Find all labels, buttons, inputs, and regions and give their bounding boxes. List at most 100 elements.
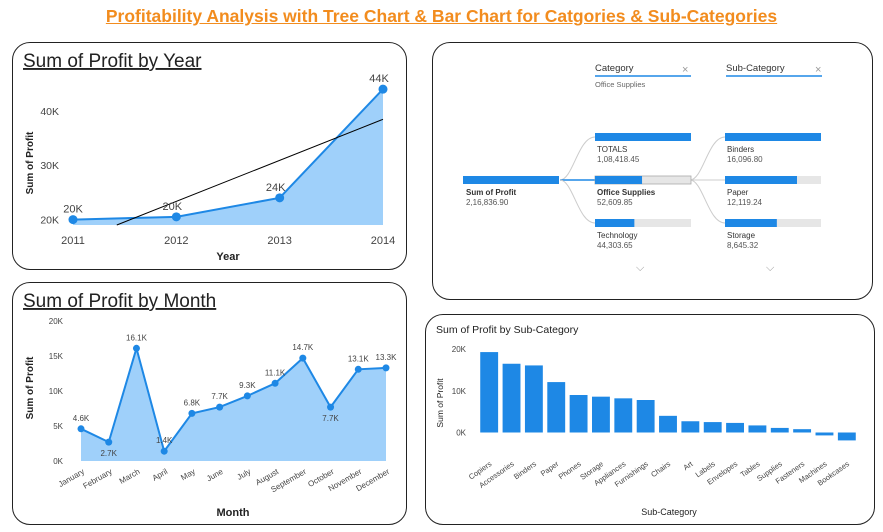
category-bar[interactable] [595,133,691,141]
category-expand-chevron-icon[interactable]: ⌵ [636,262,645,274]
month-point[interactable] [354,365,362,373]
month-data-label: 7.7K [322,414,339,423]
subcat-bar[interactable] [480,352,499,433]
subcat-bar[interactable] [748,425,767,433]
tree-chart: Category × Office Supplies Sub-Category … [463,63,822,274]
month-point[interactable] [271,379,279,387]
subcategory-clear-icon[interactable]: × [815,64,821,76]
month-data-label: 7.7K [211,392,228,401]
subcategory-filter-label[interactable]: Sub-Category [726,63,785,74]
month-ytick-label: 20K [49,317,64,326]
subcat-bar[interactable] [614,398,633,433]
year-point[interactable] [275,193,285,203]
year-ytick-label: 20K [40,215,59,227]
month-area [81,348,386,461]
month-ytick-label: 15K [49,352,64,361]
subcat-tick-label: Art [681,459,695,472]
subcat-bar[interactable] [636,400,655,433]
month-point[interactable] [132,344,140,352]
month-data-label: 16.1K [126,333,148,342]
subcat-bar[interactable] [815,432,834,436]
month-point[interactable] [105,438,113,446]
year-tick-label: 2012 [164,235,188,247]
connector-binders [689,136,726,181]
month-point[interactable] [77,425,85,433]
month-chart-xlabel: Month [217,507,250,519]
subcat-bar[interactable] [547,382,566,433]
month-tick-label: May [179,467,197,482]
year-data-label: 44K [369,73,389,85]
subcategory-bar[interactable] [725,133,821,141]
month-point[interactable] [188,409,196,417]
subcategory-bar[interactable] [725,176,797,184]
subcat-chart-panel: Sum of Profit by Sub-Category Sub-Catego… [425,314,875,525]
subcat-bar[interactable] [837,432,856,441]
subcat-bar[interactable] [569,395,588,433]
year-tick-label: 2013 [267,235,291,247]
subcat-bar[interactable] [681,421,700,433]
subcat-bar[interactable] [502,363,521,433]
year-data-label: 24K [266,182,286,194]
year-chart-title: Sum of Profit by Year [23,51,202,72]
month-point[interactable] [382,364,390,372]
month-point[interactable] [327,403,335,411]
subcategory-item-value: 16,096.80 [727,155,763,164]
subcategory-item-label: Storage [727,231,756,240]
subcat-tick-label: Phones [557,459,583,481]
connector-storage [689,179,726,224]
subcat-bar[interactable] [592,396,610,433]
month-tick-label: April [151,467,170,483]
month-point[interactable] [243,392,251,400]
category-bar[interactable] [595,176,643,184]
month-point[interactable] [299,354,307,362]
category-item-value: 44,303.65 [597,241,633,250]
month-chart-title: Sum of Profit by Month [23,291,216,312]
month-point[interactable] [160,447,168,455]
category-filter-label[interactable]: Category [595,63,634,74]
subcat-ytick-label: 0K [456,429,466,438]
year-chart-panel: Sum of Profit by Year Year Sum of Profit… [12,42,407,270]
subcat-bar[interactable] [524,365,543,433]
tree-chart-panel: Category × Office Supplies Sub-Category … [432,42,873,300]
subcat-bar[interactable] [770,427,789,433]
year-point[interactable] [68,215,78,225]
month-data-label: 6.8K [184,398,201,407]
month-tick-label: January [57,467,86,489]
subcategory-item-value: 12,119.24 [727,198,763,207]
month-chart-panel: Sum of Profit by Month Month Sum of Prof… [12,282,407,525]
month-ytick-label: 5K [53,422,63,431]
year-ytick-label: 40K [40,106,59,118]
month-ytick-label: 10K [49,387,64,396]
month-point[interactable] [216,403,224,411]
subcat-chart-ylabel: Sum of Profit [435,378,445,428]
month-chart: Sum of Profit by Month Month Sum of Prof… [23,291,397,519]
month-data-label: 4.6K [73,414,90,423]
year-point[interactable] [378,84,388,94]
subcat-bar[interactable] [703,422,722,433]
subcat-bar[interactable] [726,422,744,433]
subcat-tick-label: Chairs [649,459,672,479]
year-area [73,89,383,225]
category-clear-icon[interactable]: × [682,64,688,76]
subcat-chart-xlabel: Sub-Category [641,507,697,517]
subcat-bar[interactable] [793,429,812,433]
subcategory-item-label: Paper [727,188,749,197]
category-bar[interactable] [595,219,635,227]
month-data-label: 14.7K [292,343,314,352]
year-tick-label: 2011 [61,235,85,247]
year-chart: Sum of Profit by Year Year Sum of Profit… [23,51,395,263]
year-ytick-label: 30K [40,160,59,172]
month-tick-label: March [118,467,142,486]
month-tick-label: June [205,467,225,484]
subcat-bar[interactable] [659,415,677,433]
month-ytick-label: 0K [53,457,63,466]
subcategory-expand-chevron-icon[interactable]: ⌵ [766,262,775,274]
root-bar[interactable] [463,176,559,184]
year-point[interactable] [171,212,181,222]
connector-technology [559,179,596,224]
subcategory-bar[interactable] [725,219,777,227]
connector-totals [559,136,596,181]
category-item-value: 52,609.85 [597,198,633,207]
subcat-ytick-label: 10K [452,387,467,396]
subcat-chart-title: Sum of Profit by Sub-Category [436,324,579,336]
